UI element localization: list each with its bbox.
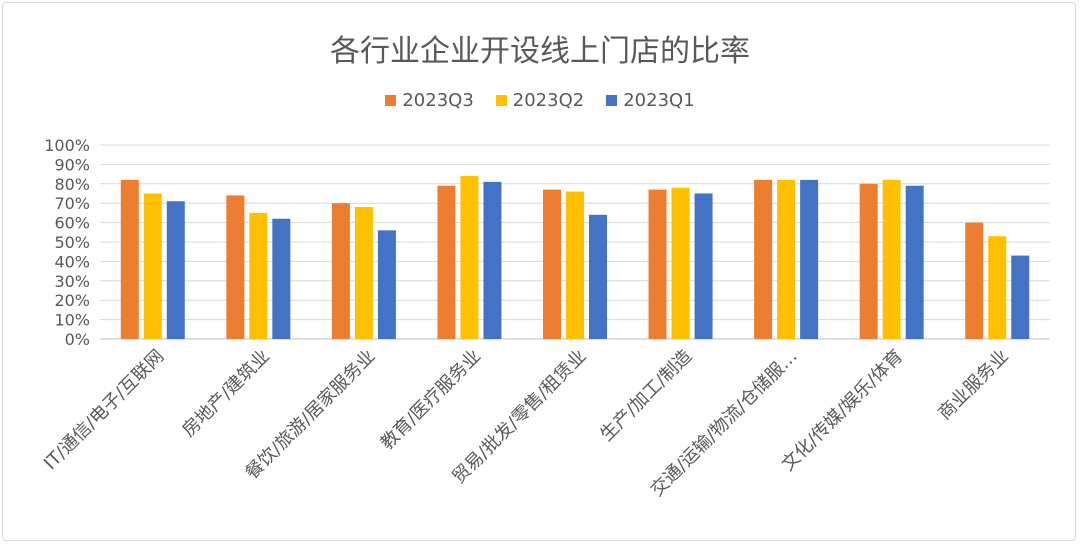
bar-2023Q1-6 (800, 179, 819, 339)
bar-2023Q3-0 (120, 179, 139, 339)
y-tick-label-5: 50% (54, 233, 90, 252)
bar-2023Q1-1 (272, 218, 291, 339)
y-tick-label-10: 100% (44, 136, 90, 155)
bar-2023Q2-8 (988, 236, 1007, 339)
y-tick-label-0: 0% (65, 330, 90, 349)
bar-2023Q2-4 (566, 191, 584, 339)
bar-2023Q1-2 (377, 230, 396, 339)
bar-2023Q3-3 (437, 185, 456, 339)
y-tick-label-1: 10% (54, 311, 90, 330)
legend: 2023Q3 2023Q2 2023Q1 (0, 90, 1080, 111)
legend-label-series-1: 2023Q3 (402, 90, 474, 111)
bar-2023Q3-7 (859, 183, 878, 339)
legend-item-series-2: 2023Q2 (495, 90, 585, 111)
bar-2023Q2-7 (882, 179, 901, 339)
bar-2023Q1-4 (589, 214, 607, 339)
x-category-label-1: 房地产/建筑业 (178, 346, 274, 442)
bar-2023Q2-3 (460, 176, 479, 339)
y-tick-label-8: 80% (54, 175, 90, 194)
bar-2023Q2-2 (354, 207, 373, 339)
bar-2023Q3-1 (226, 195, 245, 339)
bar-2023Q2-0 (143, 193, 162, 339)
legend-label-series-2: 2023Q2 (512, 90, 585, 111)
y-tick-label-6: 60% (54, 214, 90, 233)
legend-swatch-series-2 (495, 95, 507, 106)
bar-2023Q1-5 (694, 193, 713, 339)
y-tick-label-9: 90% (54, 155, 90, 174)
legend-item-series-3: 2023Q1 (606, 90, 695, 111)
legend-item-series-1: 2023Q3 (385, 90, 474, 111)
bar-2023Q1-3 (483, 181, 502, 339)
bar-2023Q1-8 (1011, 255, 1030, 339)
x-category-label-7: 文化/传媒/娱乐/体育 (778, 346, 908, 476)
chart-title: 各行业企业开设线上门店的比率 (330, 34, 750, 69)
legend-swatch-series-3 (606, 95, 618, 106)
y-tick-label-4: 40% (54, 252, 90, 271)
legend-label-series-3: 2023Q1 (623, 90, 695, 111)
bar-2023Q3-6 (754, 179, 773, 339)
bar-2023Q1-0 (166, 201, 185, 339)
x-category-label-8: 商业服务业 (934, 346, 1012, 424)
bar-2023Q2-5 (671, 187, 690, 339)
bar-2023Q3-4 (543, 189, 561, 339)
bar-2023Q3-2 (331, 203, 350, 339)
bar-2023Q2-1 (249, 212, 268, 339)
bar-2023Q3-8 (965, 222, 984, 339)
y-tick-label-3: 30% (54, 272, 90, 291)
bar-2023Q2-6 (777, 179, 796, 339)
bar-2023Q1-7 (905, 185, 924, 339)
x-category-label-3: 教育/医疗服务业 (377, 346, 485, 454)
x-category-label-0: IT/通信/电子/互联网 (40, 346, 168, 474)
legend-swatch-series-1 (385, 95, 397, 106)
bar-2023Q3-5 (648, 189, 667, 339)
y-tick-label-2: 20% (54, 291, 90, 310)
x-category-label-5: 生产/加工/制造 (596, 346, 696, 446)
y-tick-label-7: 70% (54, 194, 90, 213)
